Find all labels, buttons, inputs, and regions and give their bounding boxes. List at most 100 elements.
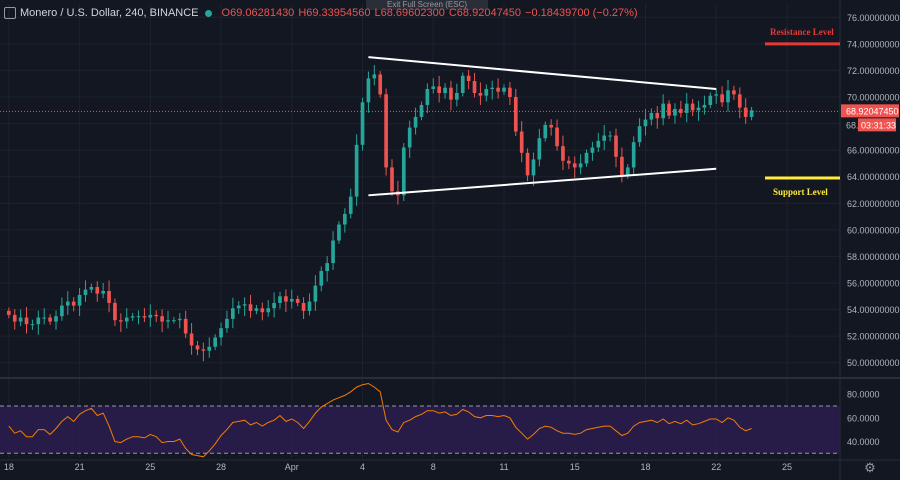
candle-body[interactable] [437,86,441,94]
candle-body[interactable] [378,74,383,95]
candle-body[interactable] [130,316,135,318]
triangle-lower-trendline[interactable] [368,167,717,197]
candle-body[interactable] [625,167,630,176]
candle-body[interactable] [183,318,188,334]
candle-body[interactable] [578,163,583,168]
candle-body[interactable] [419,104,424,117]
candle-body[interactable] [390,167,394,192]
candle-body[interactable] [65,301,70,306]
candle-body[interactable] [18,317,23,322]
candle-body[interactable] [101,290,105,294]
candle-body[interactable] [89,286,94,290]
candle-body[interactable] [337,224,341,241]
candle-body[interactable] [343,213,347,225]
candle-body[interactable] [24,317,29,325]
candle-body[interactable] [720,94,724,103]
candle-body[interactable] [549,124,553,128]
candle-body[interactable] [484,89,489,96]
candle-body[interactable] [614,135,618,157]
candle-body[interactable] [584,152,589,164]
candle-body[interactable] [331,240,335,264]
candle-body[interactable] [466,75,471,82]
candle-body[interactable] [166,320,170,322]
candle-body[interactable] [319,271,324,286]
candle-body[interactable] [12,314,17,322]
candle-body[interactable] [714,94,719,96]
candle-body[interactable] [472,81,477,94]
candle-body[interactable] [207,346,212,351]
candle-body[interactable] [749,110,754,117]
candle-body[interactable] [260,308,265,313]
candle-body[interactable] [289,298,294,302]
candle-body[interactable] [726,90,730,103]
candle-body[interactable] [732,90,736,95]
candle-body[interactable] [354,144,359,197]
candle-body[interactable] [7,310,11,315]
candle-body[interactable] [372,74,377,79]
candle-body[interactable] [407,127,412,148]
candle-body[interactable] [608,135,612,137]
candle-body[interactable] [242,304,247,306]
symbol-title[interactable]: Monero / U.S. Dollar, 240, BINANCE [20,7,199,19]
rsi-line[interactable] [8,382,752,458]
candle-body[interactable] [236,305,241,309]
candle-body[interactable] [189,333,194,346]
candle-body[interactable] [696,107,701,111]
candle-body[interactable] [54,316,58,322]
candle-body[interactable] [154,314,159,317]
candle-body[interactable] [36,317,41,325]
candle-body[interactable] [248,304,253,311]
candle-body[interactable] [30,324,35,326]
candle-body[interactable] [266,308,271,313]
candle-body[interactable] [413,116,418,128]
candle-body[interactable] [567,160,571,164]
triangle-upper-trendline[interactable] [368,56,717,91]
candle-body[interactable] [543,124,548,139]
candle-body[interactable] [71,301,76,306]
candle-body[interactable] [83,289,88,295]
candle-body[interactable] [160,316,164,322]
candle-body[interactable] [113,302,117,321]
candle-body[interactable] [649,112,654,120]
candle-body[interactable] [743,107,748,117]
candle-body[interactable] [124,317,129,322]
candle-body[interactable] [95,286,100,294]
candle-body[interactable] [508,87,512,97]
candle-body[interactable] [431,86,436,90]
candle-body[interactable] [42,317,47,319]
candle-body[interactable] [561,146,565,161]
candle-body[interactable] [60,305,64,317]
candle-body[interactable] [425,89,430,105]
candle-body[interactable] [513,97,518,132]
candle-body[interactable] [384,94,388,168]
candle-body[interactable] [107,290,111,303]
candle-body[interactable] [684,103,689,113]
candle-body[interactable] [537,138,542,160]
candle-body[interactable] [667,103,671,116]
candle-body[interactable] [637,126,642,143]
candle-body[interactable] [401,147,406,196]
candle-body[interactable] [490,87,495,90]
candle-body[interactable] [455,93,459,100]
collapse-icon[interactable] [4,7,16,19]
candle-body[interactable] [366,78,371,103]
candle-body[interactable] [478,93,483,96]
candle-body[interactable] [502,87,506,92]
candle-body[interactable] [602,135,607,141]
candle-body[interactable] [702,104,707,108]
candle-body[interactable] [596,140,601,148]
candle-body[interactable] [284,296,288,302]
candle-body[interactable] [172,320,176,322]
exit-fullscreen-banner[interactable]: Exit Full Screen (ESC) [366,0,488,10]
candle-body[interactable] [620,156,624,176]
candle-body[interactable] [77,294,82,306]
candle-body[interactable] [119,320,123,322]
candle-body[interactable] [148,314,153,318]
candle-body[interactable] [313,285,318,302]
candle-body[interactable] [177,318,182,321]
candle-body[interactable] [443,87,447,94]
candle-body[interactable] [525,152,530,176]
candle-body[interactable] [690,103,695,111]
candle-body[interactable] [307,301,312,311]
